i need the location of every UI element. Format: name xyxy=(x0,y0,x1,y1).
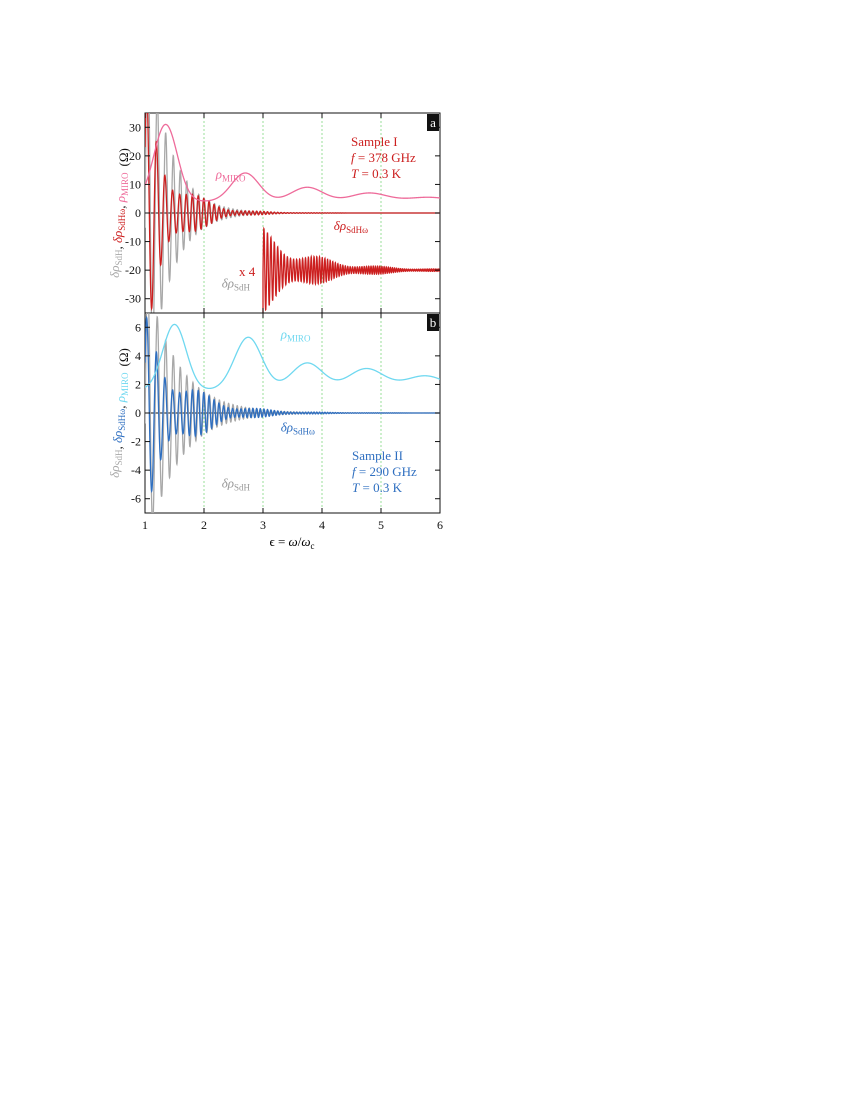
panel-a-y-ticks: 30 20 10 0 -10 -20 -30 xyxy=(125,120,440,306)
ylabel-sub-a-0: SdH xyxy=(114,249,124,266)
xtick-label-5: 6 xyxy=(437,518,443,532)
panel-b-label: b xyxy=(430,315,437,330)
ytick-label-a-5: -20 xyxy=(125,263,141,277)
sample-b-temperature: T = 0.3 K xyxy=(352,480,403,495)
sample-a-frequency: f = 378 GHz xyxy=(351,150,416,165)
ytick-label-a-3: 0 xyxy=(135,206,141,220)
ytick-label-b-6: -6 xyxy=(131,492,141,506)
ytick-label-b-1: 4 xyxy=(135,349,141,363)
ytick-label-a-2: 10 xyxy=(129,177,141,191)
ytick-label-b-5: -4 xyxy=(131,463,141,477)
series-sdhw-b xyxy=(145,315,440,493)
ytick-label-a-0: 30 xyxy=(129,120,141,134)
ylabel-sub-a-4: MIRO xyxy=(120,172,130,196)
ylabel-part-a-3: , xyxy=(113,202,128,209)
ylabel-sub-b-0: SdH xyxy=(114,449,124,466)
label-sdhw-b: δρSdHω xyxy=(281,420,315,437)
xtick-label-2: 3 xyxy=(260,518,266,532)
label-sdh-b: δρSdH xyxy=(222,475,251,492)
ylabel-part-a-4: ρ xyxy=(113,196,128,203)
ylabel-part-b-2: δρ xyxy=(110,431,125,443)
panel-b-label-box xyxy=(427,314,439,331)
x-axis-label: ϵ = ω/ωc xyxy=(269,534,314,551)
ylabel-unit-b: (Ω) xyxy=(116,348,131,366)
ylabel-part-b-1: , xyxy=(110,443,125,450)
sample-b-name: Sample II xyxy=(352,448,403,463)
panel-a-label-box xyxy=(427,114,439,131)
panel-a-ylabel: δρSdH, δρSdHω, ρMIRO(Ω) xyxy=(107,148,131,278)
panel-b-y-ticks: 6 4 2 0 -2 -4 -6 xyxy=(131,320,440,506)
series-sdhw-x4-a xyxy=(262,226,440,313)
ylabel-part-b-0: δρ xyxy=(107,466,122,478)
ytick-label-b-0: 6 xyxy=(135,320,141,334)
panel-a-sample-annotation: Sample I f = 378 GHz T = 0.3 K xyxy=(351,134,416,181)
panel-b-ylabel: δρSdH, δρSdHω, ρMIRO(Ω) xyxy=(107,348,131,478)
ylabel-sub-b-2: SdHω xyxy=(117,409,127,431)
scale-note-x4: x 4 xyxy=(239,264,256,279)
xtick-label-0: 1 xyxy=(142,518,148,532)
ylabel-sub-a-2: SdHω xyxy=(117,209,127,231)
ytick-label-b-4: -2 xyxy=(131,435,141,449)
ylabel-part-a-1: , xyxy=(110,243,125,250)
x-axis-ticks: 1 2 3 4 5 6 xyxy=(142,113,443,532)
ytick-label-b-3: 0 xyxy=(135,406,141,420)
panel-b-sample-annotation: Sample II f = 290 GHz T = 0.3 K xyxy=(352,448,417,495)
ytick-label-a-4: -10 xyxy=(125,235,141,249)
ylabel-part-b-3: , xyxy=(113,402,128,409)
sample-b-frequency: f = 290 GHz xyxy=(352,464,417,479)
sample-a-name: Sample I xyxy=(351,134,398,149)
ylabel-part-a-2: δρ xyxy=(110,231,125,243)
panel-a-label: a xyxy=(430,115,436,130)
ytick-label-b-2: 2 xyxy=(135,377,141,391)
xtick-label-1: 2 xyxy=(201,518,207,532)
label-sdh-a: δρSdH xyxy=(222,275,251,292)
label-miro-a: ρMIRO xyxy=(215,167,246,184)
panel-a: 30 20 10 0 -10 -20 -30 a Sample I f = 378 GHz … xyxy=(107,112,441,314)
ylabel-unit-a: (Ω) xyxy=(116,148,131,166)
panel-b: 6 4 2 0 -2 -4 -6 b Sample II f = 290 GHz T = 0… xyxy=(107,312,441,514)
ylabel-sub-b-4: MIRO xyxy=(120,372,130,396)
ylabel-part-b-4: ρ xyxy=(113,396,128,403)
ylabel-part-a-0: δρ xyxy=(107,266,122,278)
xtick-label-4: 5 xyxy=(378,518,384,532)
series-sdhw-a xyxy=(145,113,440,312)
series-miro-a xyxy=(145,123,440,202)
series-sdh-a xyxy=(145,113,440,313)
label-miro-b: ρMIRO xyxy=(280,327,311,344)
sample-a-temperature: T = 0.3 K xyxy=(351,166,402,181)
ytick-label-a-6: -30 xyxy=(125,292,141,306)
ytick-label-a-1: 20 xyxy=(129,149,141,163)
series-miro-b xyxy=(145,323,440,390)
label-sdhw-a: δρSdHω xyxy=(334,218,368,235)
xtick-label-3: 4 xyxy=(319,518,325,532)
